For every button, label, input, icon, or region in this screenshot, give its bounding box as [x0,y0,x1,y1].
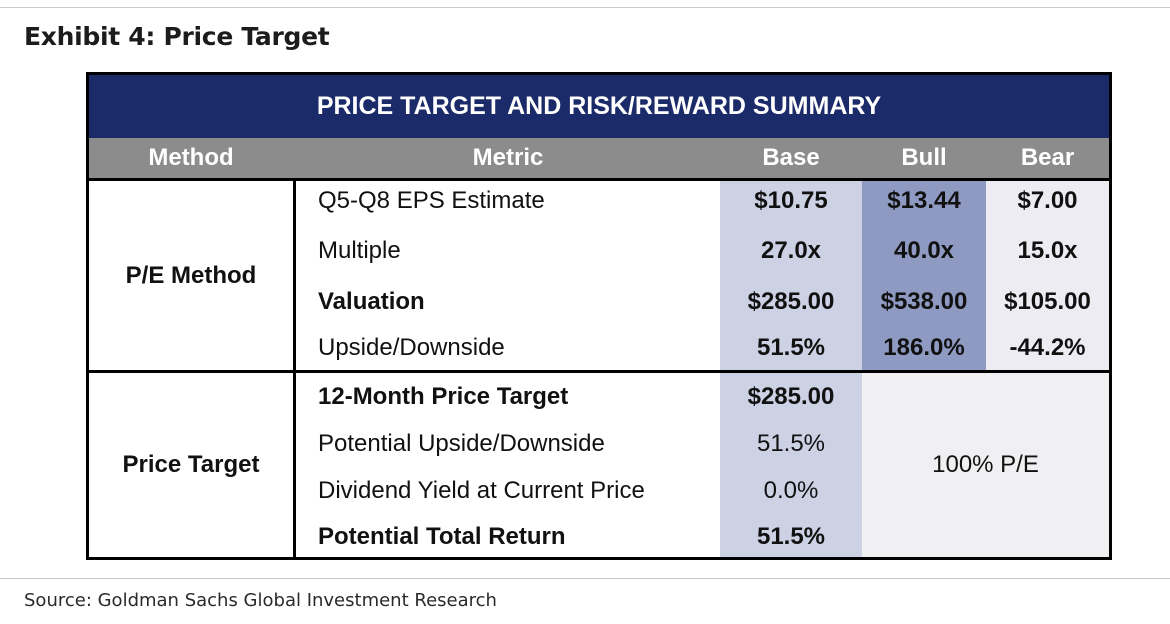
base-value: 51.5% [756,430,826,457]
header-bull: Bull [901,144,947,171]
source-note: Source: Goldman Sachs Global Investment … [24,590,497,611]
metric-label: Q5-Q8 EPS Estimate [318,187,545,214]
bear-value: $105.00 [1004,288,1091,315]
base-column-fill-price-target [720,373,862,557]
metric-label: Potential Upside/Downside [318,430,605,457]
base-value: 0.0% [763,477,819,504]
table-header-row: Method Metric Base Bull Bear [89,138,1109,178]
base-column-fill [720,181,862,370]
metric-label: Potential Total Return [318,523,566,550]
method-column-divider [293,178,296,557]
base-value: $285.00 [747,383,835,410]
method-price-target: Price Target [122,451,260,478]
metric-label: Valuation [318,288,425,315]
bear-value: -44.2% [1009,334,1086,361]
bull-value: $13.44 [887,187,961,214]
bull-value: 186.0% [883,334,965,361]
bull-value: 40.0x [893,237,955,264]
top-divider [0,7,1170,8]
bear-column-fill [986,181,1109,370]
base-value: $10.75 [754,187,828,214]
method-pe: P/E Method [125,261,257,289]
bottom-divider [0,578,1170,579]
header-method: Method [148,144,234,171]
bull-column-fill [862,181,986,370]
metric-label: Upside/Downside [318,334,505,361]
metric-label: Dividend Yield at Current Price [318,477,645,504]
price-target-table: PRICE TARGET AND RISK/REWARD SUMMARY Met… [86,72,1112,560]
section-divider [89,370,1109,373]
metric-label: Multiple [318,237,401,264]
merged-cell-fill [862,373,1109,557]
header-base: Base [762,144,820,171]
base-value: 51.5% [756,523,826,550]
bear-value: $7.00 [1017,187,1078,214]
header-divider [89,178,1109,181]
base-value: 51.5% [756,334,826,361]
weighting-note: 100% P/E [932,451,1039,478]
exhibit-title: Exhibit 4: Price Target [24,22,330,51]
table-banner: PRICE TARGET AND RISK/REWARD SUMMARY [89,75,1109,138]
base-value: 27.0x [760,237,822,264]
metric-label: 12-Month Price Target [318,383,569,410]
header-metric: Metric [472,144,544,171]
bear-value: 15.0x [1017,237,1078,264]
base-value: $285.00 [747,288,835,315]
header-bear: Bear [1020,144,1075,171]
bull-value: $538.00 [880,288,968,315]
